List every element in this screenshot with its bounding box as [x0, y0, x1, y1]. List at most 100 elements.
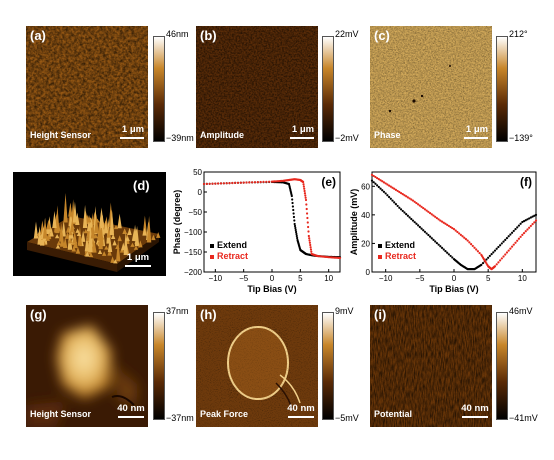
- data-point: [396, 189, 399, 193]
- data-point: [512, 243, 515, 246]
- data-point: [406, 214, 409, 217]
- data-point: [427, 233, 430, 237]
- data-point: [403, 194, 406, 197]
- data-point: [505, 236, 509, 240]
- data-point: [377, 178, 380, 181]
- data-point: [296, 236, 299, 240]
- surface-spike: [84, 235, 90, 252]
- panel-label-b: (b): [200, 28, 217, 43]
- data-point: [372, 174, 375, 178]
- data-point: [423, 230, 427, 233]
- data-point: [524, 230, 527, 233]
- x-tick-label: −5: [415, 274, 425, 283]
- colorbar-max-g: 37nm: [166, 306, 189, 316]
- data-point: [461, 235, 464, 238]
- data-point: [294, 226, 297, 230]
- data-point: [493, 265, 497, 268]
- legend-label: Retract: [385, 251, 416, 261]
- y-tick-label: 0: [198, 188, 203, 197]
- data-point: [488, 254, 491, 258]
- data-point: [533, 214, 536, 217]
- surface-spike: [75, 246, 81, 254]
- colorbar-max-i: 46mV: [509, 306, 533, 316]
- data-point: [292, 215, 296, 219]
- data-point: [458, 232, 461, 235]
- data-point: [391, 186, 394, 189]
- y-tick-label: 0: [366, 268, 371, 277]
- surface-spike: [151, 234, 156, 241]
- scale-text-b: 1 μm: [291, 124, 315, 135]
- data-point: [411, 199, 415, 202]
- legend-marker: [210, 255, 214, 259]
- data-point: [295, 234, 298, 238]
- data-point: [291, 198, 294, 201]
- x-tick-label: 0: [270, 274, 275, 283]
- data-point: [372, 181, 375, 184]
- data-point: [526, 228, 529, 231]
- data-point: [459, 233, 462, 236]
- surface-spike: [55, 244, 61, 249]
- data-point: [309, 246, 312, 249]
- data-point: [531, 223, 534, 226]
- scale-text-g: 40 nm: [117, 403, 145, 414]
- x-tick-label: −10: [379, 274, 393, 283]
- legend-label: Retract: [217, 251, 248, 261]
- scale-bar-a: [120, 137, 144, 139]
- data-point: [504, 238, 507, 241]
- data-point: [430, 237, 433, 240]
- data-point: [456, 230, 459, 234]
- data-point: [499, 244, 502, 247]
- surface-spike: [88, 226, 93, 253]
- data-point: [469, 243, 473, 246]
- data-point: [399, 208, 403, 211]
- data-point: [505, 251, 509, 254]
- data-point: [401, 209, 404, 213]
- data-point: [306, 221, 309, 224]
- surface-spike: [54, 234, 60, 239]
- data-point: [303, 187, 306, 190]
- afm-texture-g: [26, 305, 148, 427]
- data-point: [522, 231, 526, 235]
- scale-text-a: 1 μm: [121, 124, 145, 135]
- colorbar-min-a: −39nm: [166, 133, 194, 143]
- legend-marker: [378, 255, 382, 259]
- data-point: [464, 238, 468, 241]
- surface-spike: [117, 213, 122, 229]
- data-point: [214, 182, 217, 185]
- afm-image-c: (c) Phase 1 μm: [370, 26, 492, 148]
- data-point: [231, 181, 234, 185]
- surface-spike: [83, 228, 88, 234]
- data-point: [417, 224, 420, 227]
- data-point: [495, 263, 498, 266]
- data-point: [386, 194, 389, 197]
- surface-spikes: [33, 192, 161, 264]
- surface-spike: [60, 230, 65, 247]
- data-point: [376, 176, 379, 180]
- data-point: [399, 191, 403, 195]
- data-point: [292, 208, 295, 212]
- y-tick-label: 50: [193, 168, 202, 177]
- afm-image-b: (b) Amplitude 1 μm: [196, 26, 318, 148]
- y-tick-label: 60: [361, 182, 370, 191]
- surface-spike: [142, 215, 148, 235]
- afm-texture-c: [370, 26, 492, 148]
- data-point: [422, 229, 425, 232]
- colorbar-max-c: 212°: [509, 29, 528, 39]
- x-tick-label: −5: [239, 274, 249, 283]
- data-point: [303, 189, 306, 193]
- data-point: [405, 195, 408, 198]
- data-point: [418, 204, 421, 207]
- surface-spike: [61, 220, 66, 237]
- surface-spike: [97, 221, 102, 241]
- surface-spike: [75, 228, 80, 233]
- data-point: [510, 231, 514, 234]
- data-point: [256, 181, 259, 184]
- data-point: [253, 181, 257, 184]
- legend-marker: [210, 244, 214, 248]
- surface-spike: [132, 224, 138, 241]
- data-point: [514, 241, 517, 244]
- data-point: [384, 182, 387, 185]
- data-point: [394, 188, 398, 191]
- chart-f-amplitude: −10 −5 0 5 10 0 20 40 60 Tip Bias (V) Amplitude (m…: [350, 171, 538, 294]
- afm-texture-h: [196, 305, 318, 427]
